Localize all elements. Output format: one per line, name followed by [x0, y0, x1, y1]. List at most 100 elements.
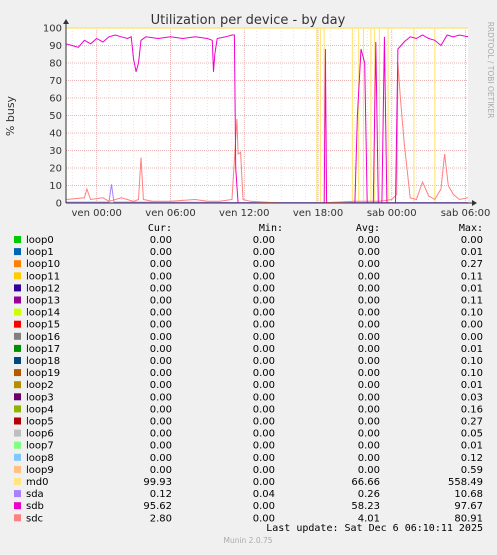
x-axis-arrow: [472, 200, 477, 206]
legend-max-value: 0.12: [461, 453, 483, 464]
x-tick-label: ven 06:00: [145, 208, 195, 219]
legend-name: sdc: [26, 513, 43, 524]
legend-cur-value: 0.00: [150, 271, 172, 282]
legend-cur-value: 0.00: [150, 247, 172, 258]
legend-max-value: 80.91: [454, 513, 483, 524]
legend-row: loop14 0.00 0.00 0.00 0.10: [14, 308, 483, 319]
legend-min-value: 0.00: [253, 477, 275, 488]
legend-max-value: 0.10: [461, 308, 483, 319]
legend-name: sdb: [26, 501, 44, 512]
legend-table: Cur: Min: Avg: Max: loop0 0.00 0.00 0.00 0.0…: [14, 223, 483, 524]
legend-row: loop11 0.00 0.00 0.00 0.11: [14, 271, 483, 282]
legend-avg-value: 58.23: [351, 501, 380, 512]
legend-max-value: 97.67: [454, 501, 483, 512]
legend-max-value: 0.05: [461, 429, 483, 440]
y-tick-label: 70: [49, 76, 62, 87]
legend-avg-value: 0.00: [358, 380, 380, 391]
legend-name: loop3: [26, 392, 54, 403]
legend-cur-value: 0.00: [150, 368, 172, 379]
legend-max-value: 0.27: [461, 259, 483, 270]
legend-cur-value: 0.00: [150, 356, 172, 367]
legend-min-value: 0.00: [253, 235, 275, 246]
legend-avg-value: 0.00: [358, 308, 380, 319]
y-tick-label: 100: [43, 24, 62, 35]
column-header-max: Max:: [459, 223, 483, 234]
legend-cur-value: 0.00: [150, 465, 172, 476]
legend-max-value: 0.00: [461, 332, 483, 343]
legend-min-value: 0.00: [253, 296, 275, 307]
legend-swatch: [14, 465, 21, 473]
legend-min-value: 0.00: [253, 356, 275, 367]
y-tick-label: 0: [56, 199, 62, 210]
x-tick-label: ven 18:00: [293, 208, 343, 219]
y-tick-label: 20: [49, 164, 62, 175]
last-update: Last update: Sat Dec 6 06:10:11 2025: [266, 523, 483, 534]
legend-name: loop6: [26, 429, 54, 440]
legend-swatch: [14, 296, 21, 304]
legend-row: loop0 0.00 0.00 0.00 0.00: [14, 235, 483, 246]
legend-row: loop1 0.00 0.00 0.00 0.01: [14, 247, 483, 258]
legend-max-value: 0.16: [461, 404, 483, 415]
legend-max-value: 0.11: [461, 296, 483, 307]
legend-row: loop17 0.00 0.00 0.00 0.01: [14, 344, 483, 355]
legend-max-value: 0.27: [461, 417, 483, 428]
md0-marker-lines: [316, 28, 436, 203]
legend-swatch: [14, 284, 21, 292]
column-header-cur: Cur:: [148, 223, 172, 234]
legend-cur-value: 0.00: [150, 429, 172, 440]
legend-swatch: [14, 453, 21, 461]
legend-avg-value: 0.00: [358, 247, 380, 258]
legend-cur-value: 0.00: [150, 320, 172, 331]
x-tick-label: sab 00:00: [367, 208, 417, 219]
legend-max-value: 0.01: [461, 283, 483, 294]
y-tick-label: 90: [49, 41, 62, 52]
legend-swatch: [14, 490, 21, 498]
column-header-avg: Avg:: [356, 223, 380, 234]
legend-avg-value: 0.00: [358, 441, 380, 452]
legend-min-value: 0.00: [253, 453, 275, 464]
legend-swatch: [14, 260, 21, 268]
legend-cur-value: 0.00: [150, 441, 172, 452]
legend-swatch: [14, 272, 21, 280]
legend-swatch: [14, 502, 21, 510]
legend-min-value: 0.00: [253, 404, 275, 415]
legend-swatch: [14, 514, 21, 522]
legend-max-value: 0.10: [461, 368, 483, 379]
legend-max-value: 0.01: [461, 247, 483, 258]
legend-name: loop14: [26, 308, 60, 319]
legend-min-value: 0.00: [253, 380, 275, 391]
legend-avg-value: 0.00: [358, 320, 380, 331]
legend-swatch: [14, 441, 21, 449]
legend-name: loop10: [26, 259, 60, 270]
legend-cur-value: 0.00: [150, 453, 172, 464]
legend-name: loop9: [26, 465, 54, 476]
legend-swatch: [14, 405, 21, 413]
legend-row: loop2 0.00 0.00 0.00 0.01: [14, 380, 483, 391]
legend-name: md0: [26, 477, 48, 488]
legend-cur-value: 99.93: [143, 477, 172, 488]
legend-min-value: 0.00: [253, 259, 275, 270]
legend-cur-value: 0.00: [150, 259, 172, 270]
legend-min-value: 0.00: [253, 465, 275, 476]
legend-name: loop11: [26, 271, 60, 282]
legend-avg-value: 0.00: [358, 356, 380, 367]
legend-min-value: 0.00: [253, 368, 275, 379]
y-axis-arrow: [63, 19, 69, 24]
legend-avg-value: 0.00: [358, 404, 380, 415]
legend-cur-value: 0.00: [150, 392, 172, 403]
legend-avg-value: 0.26: [358, 489, 380, 500]
legend-cur-value: 0.00: [150, 404, 172, 415]
axes: ven 00:00 ven 06:00 ven 12:00 ven 18:00 sab …: [43, 19, 490, 219]
legend-max-value: 0.01: [461, 380, 483, 391]
legend-avg-value: 0.00: [358, 235, 380, 246]
legend-name: loop15: [26, 320, 60, 331]
legend-min-value: 0.00: [253, 513, 275, 524]
legend-cur-value: 0.00: [150, 344, 172, 355]
legend-row: loop6 0.00 0.00 0.00 0.05: [14, 429, 483, 440]
x-tick-label: ven 12:00: [219, 208, 269, 219]
legend-name: loop4: [26, 404, 54, 415]
legend-row: md0 99.93 0.00 66.66 558.49: [14, 477, 483, 488]
legend-cur-value: 0.00: [150, 308, 172, 319]
series-line-sdc: [65, 62, 469, 204]
